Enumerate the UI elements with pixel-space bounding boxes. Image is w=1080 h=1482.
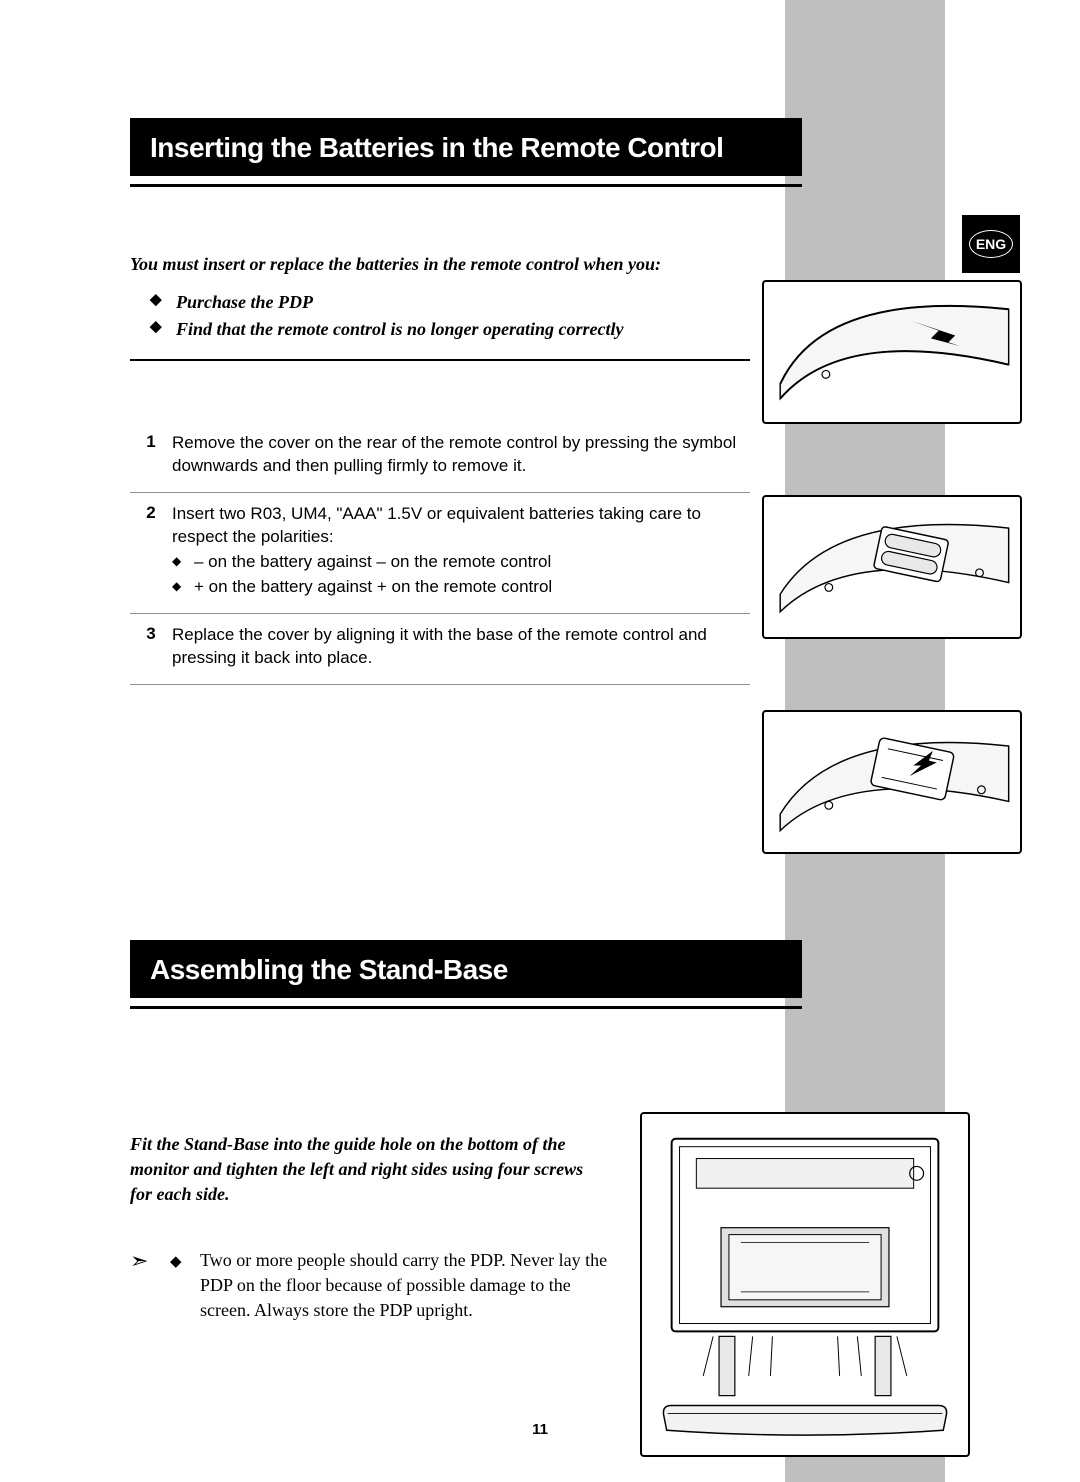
step-text: Replace the cover by aligning it with th…	[172, 624, 750, 670]
section2-note-text: Two or more people should carry the PDP.…	[200, 1248, 610, 1324]
section1-header: Inserting the Batteries in the Remote Co…	[130, 118, 802, 187]
section1-steps: 1 Remove the cover on the rear of the re…	[130, 422, 750, 685]
manual-page: ENG Inserting the Batteries in the Remot…	[0, 0, 1080, 1482]
section2-intro: Fit the Stand-Base into the guide hole o…	[130, 1132, 600, 1208]
pdp-stand-illustration-icon	[642, 1114, 968, 1455]
step-row: 3 Replace the cover by aligning it with …	[130, 614, 750, 685]
figure-remote-cover-remove	[762, 280, 1022, 424]
intro-bullet: Purchase the PDP	[150, 290, 750, 315]
figure-stand-base	[640, 1112, 970, 1457]
section1-intro-bullets: Purchase the PDP Find that the remote co…	[130, 290, 750, 342]
step-number: 1	[130, 432, 172, 478]
page-number: 11	[0, 1421, 1080, 1438]
section2-header: Assembling the Stand-Base	[130, 940, 802, 1009]
section1-intro-text: You must insert or replace the batteries…	[130, 252, 750, 276]
note-arrow-icon: ➣	[130, 1248, 170, 1324]
step-sub: + on the battery against + on the remote…	[172, 576, 740, 599]
section2-title-box: Assembling the Stand-Base	[130, 940, 802, 998]
step-number: 2	[130, 503, 172, 599]
section1-title-box: Inserting the Batteries in the Remote Co…	[130, 118, 802, 176]
section2-intro-text: Fit the Stand-Base into the guide hole o…	[130, 1132, 600, 1208]
remote-illustration-icon	[764, 282, 1020, 422]
figure-remote-batteries-in	[762, 495, 1022, 639]
section1-intro-rule	[130, 359, 750, 361]
section2-note: ➣ ◆ Two or more people should carry the …	[130, 1248, 610, 1324]
step-text: Insert two R03, UM4, "AAA" 1.5V or equiv…	[172, 504, 701, 546]
step-sub: – on the battery against – on the remote…	[172, 551, 740, 574]
step-body: Insert two R03, UM4, "AAA" 1.5V or equiv…	[172, 503, 750, 599]
language-badge: ENG	[962, 215, 1020, 273]
remote-illustration-icon	[764, 497, 1020, 637]
language-badge-text: ENG	[969, 230, 1013, 258]
remote-illustration-icon	[764, 712, 1020, 852]
figure-remote-cover-replace	[762, 710, 1022, 854]
step-row: 1 Remove the cover on the rear of the re…	[130, 422, 750, 493]
note-diamond-icon: ◆	[170, 1248, 200, 1324]
section2-title: Assembling the Stand-Base	[150, 954, 782, 986]
step-text: Remove the cover on the rear of the remo…	[172, 432, 750, 478]
step-row: 2 Insert two R03, UM4, "AAA" 1.5V or equ…	[130, 493, 750, 614]
step-number: 3	[130, 624, 172, 670]
intro-bullet: Find that the remote control is no longe…	[150, 317, 750, 342]
section1-title: Inserting the Batteries in the Remote Co…	[150, 132, 782, 164]
section1-underline	[130, 184, 802, 187]
section1-intro: You must insert or replace the batteries…	[130, 252, 750, 361]
section2-underline	[130, 1006, 802, 1009]
